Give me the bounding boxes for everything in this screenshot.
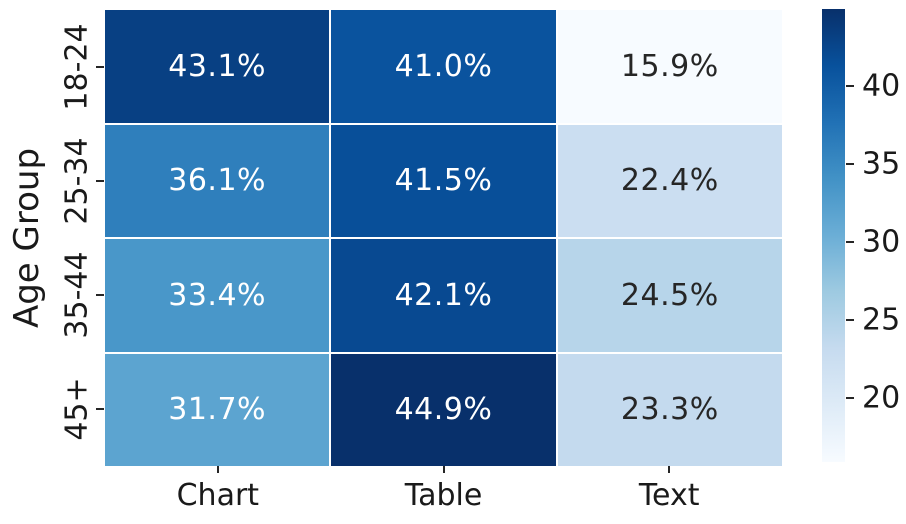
y-tick-mark	[96, 180, 104, 182]
cell-value: 36.1%	[168, 163, 267, 199]
cell-value: 31.7%	[168, 392, 267, 428]
heatmap-cell-r2-c2: 24.5%	[557, 239, 782, 352]
cell-value: 41.5%	[394, 163, 493, 199]
y-tick-label: 18-24	[59, 23, 95, 111]
x-tick-mark	[216, 466, 219, 473]
colorbar-tick-label: 25	[862, 302, 901, 338]
heatmap-cell-r2-c0: 33.4%	[105, 239, 330, 352]
cell-value: 15.9%	[620, 48, 719, 84]
colorbar-tick-mark	[846, 318, 854, 321]
colorbar-tick-label: 35	[862, 146, 901, 182]
cell-value: 23.3%	[620, 392, 719, 428]
cell-value: 33.4%	[168, 277, 267, 313]
colorbar-tick-label: 20	[862, 380, 901, 416]
heatmap-cell-r0-c1: 41.0%	[331, 10, 556, 123]
colorbar-tick-mark	[846, 84, 854, 87]
colorbar-tick-label: 30	[862, 224, 901, 260]
colorbar-tick-label: 40	[862, 68, 901, 104]
colorbar	[822, 9, 845, 462]
x-tick-mark	[442, 466, 445, 473]
cell-value: 22.4%	[620, 163, 719, 199]
x-tick-label: Text	[638, 478, 700, 513]
cell-value: 42.1%	[394, 277, 493, 313]
cell-value: 24.5%	[620, 277, 719, 313]
cell-value: 43.1%	[168, 48, 267, 84]
cell-value: 41.0%	[394, 48, 493, 84]
x-tick-label: Chart	[176, 478, 260, 513]
colorbar-tick-mark	[846, 162, 854, 165]
heatmap-cell-r0-c0: 43.1%	[105, 10, 330, 123]
colorbar-tick-mark	[846, 396, 854, 399]
y-tick-label: 35-44	[59, 251, 95, 339]
heatmap-cell-r1-c2: 22.4%	[557, 124, 782, 237]
heatmap-cell-r1-c0: 36.1%	[105, 124, 330, 237]
heatmap-cell-r3-c2: 23.3%	[557, 353, 782, 466]
heatmap-cell-r3-c1: 44.9%	[331, 353, 556, 466]
heatmap: 43.1% 41.0% 15.9% 36.1% 41.5% 22.4% 33.4% 42.1%…	[105, 10, 782, 466]
y-tick-mark	[96, 294, 104, 296]
y-tick-mark	[96, 408, 104, 410]
heatmap-cell-r2-c1: 42.1%	[331, 239, 556, 352]
y-tick-label: 25-34	[59, 137, 95, 225]
y-axis-label: Age Group	[7, 147, 47, 329]
y-tick-label: 45+	[59, 377, 95, 441]
heatmap-cell-r0-c2: 15.9%	[557, 10, 782, 123]
x-tick-label: Table	[404, 478, 483, 513]
cell-value: 44.9%	[394, 392, 493, 428]
heatmap-cell-r1-c1: 41.5%	[331, 124, 556, 237]
heatmap-cell-r3-c0: 31.7%	[105, 353, 330, 466]
x-tick-mark	[668, 466, 671, 473]
y-tick-mark	[96, 66, 104, 68]
colorbar-tick-mark	[846, 240, 854, 243]
